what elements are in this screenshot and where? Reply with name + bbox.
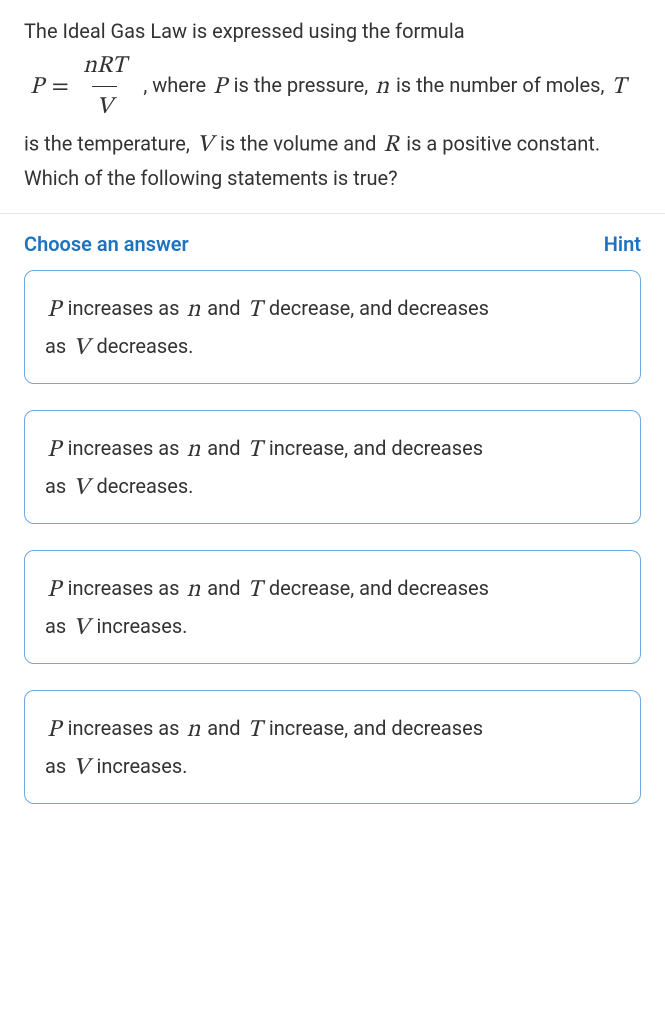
question-where: , where — [143, 73, 206, 97]
choose-answer-label: Choose an answer — [24, 232, 189, 256]
var-n: n — [186, 578, 200, 602]
var-V: V — [73, 616, 89, 640]
answer-option[interactable]: P increases as n and T increase, and dec… — [24, 410, 641, 524]
var-n: n — [375, 69, 389, 105]
question-is-pressure: is the pressure, — [234, 73, 369, 97]
hint-button[interactable]: Hint — [604, 232, 641, 256]
var-R: R — [383, 127, 399, 163]
answer-option[interactable]: P increases as n and T decrease, and dec… — [24, 270, 641, 384]
answer-text: increases as — [68, 296, 180, 320]
answer-text: increases as — [68, 716, 180, 740]
var-P: P — [47, 298, 61, 322]
var-T: T — [247, 578, 261, 602]
answer-text: as — [45, 474, 66, 498]
var-T: T — [247, 438, 261, 462]
answer-text: increases. — [96, 754, 187, 778]
formula-P: P — [30, 69, 44, 105]
answer-text: increases as — [68, 576, 180, 600]
answer-option[interactable]: P increases as n and T decrease, and dec… — [24, 550, 641, 664]
var-V: V — [197, 127, 213, 163]
var-T: T — [611, 69, 625, 105]
answer-text: decreases. — [96, 474, 193, 498]
answer-text: decrease, and decreases — [269, 576, 489, 600]
formula-den: V — [92, 86, 116, 125]
answer-option[interactable]: P increases as n and T increase, and dec… — [24, 690, 641, 804]
var-n: n — [186, 298, 200, 322]
question-of-moles: of moles, — [522, 73, 604, 97]
question-is-temp: is the temperature, — [24, 131, 190, 155]
question-is-const: is — [406, 131, 421, 155]
var-P: P — [47, 578, 61, 602]
answer-text: decreases. — [96, 334, 193, 358]
var-T: T — [247, 298, 261, 322]
var-P: P — [47, 718, 61, 742]
answer-text: decrease, and decreases — [269, 296, 489, 320]
question-is-number: is the number — [396, 73, 518, 97]
formula-eq: = — [52, 69, 69, 105]
answer-text: as — [45, 754, 66, 778]
answers-list: P increases as n and T decrease, and dec… — [0, 270, 665, 804]
var-V: V — [73, 756, 89, 780]
answer-text: as — [45, 334, 66, 358]
formula-num: nRT — [79, 48, 130, 86]
formula: P = nRT V — [28, 48, 134, 125]
var-P: P — [47, 438, 61, 462]
var-T: T — [247, 718, 261, 742]
var-V: V — [73, 336, 89, 360]
answer-text: increases as — [68, 436, 180, 460]
answer-text: and — [207, 436, 240, 460]
question-is-volume: is the volume and — [220, 131, 376, 155]
var-P: P — [213, 69, 227, 105]
var-n: n — [186, 438, 200, 462]
var-V: V — [73, 476, 89, 500]
answer-text: and — [207, 296, 240, 320]
formula-fraction: nRT V — [79, 48, 130, 125]
choose-row: Choose an answer Hint — [0, 214, 665, 270]
question-intro: The Ideal Gas Law is expressed using the… — [24, 19, 465, 43]
answer-text: and — [207, 716, 240, 740]
question-text: The Ideal Gas Law is expressed using the… — [0, 0, 665, 213]
answer-text: increase, and decreases — [269, 716, 483, 740]
answer-text: increase, and decreases — [269, 436, 483, 460]
var-n: n — [186, 718, 200, 742]
answer-text: and — [207, 576, 240, 600]
answer-text: as — [45, 614, 66, 638]
answer-text: increases. — [96, 614, 187, 638]
